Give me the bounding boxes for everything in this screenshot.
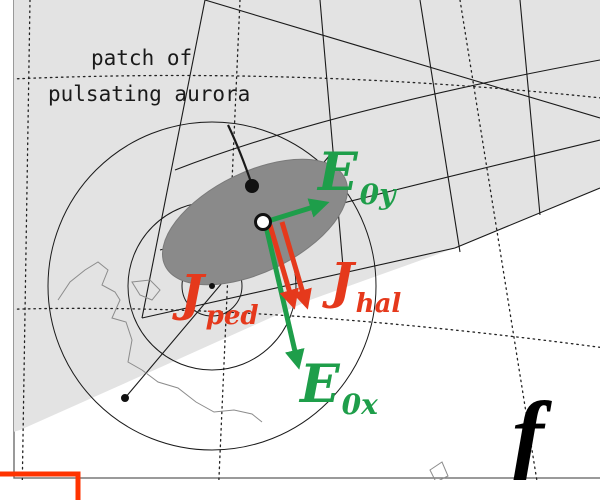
e0x-label: E0x: [298, 354, 378, 421]
e0y-label-main: E: [316, 142, 359, 203]
jped-label-sub: ped: [206, 301, 259, 331]
e0y-label-sub: 0y: [360, 178, 397, 211]
jped-arrow: [267, 224, 299, 310]
latitude-line-dotted: [14, 74, 600, 99]
coastline: [57, 261, 449, 480]
station-marker: [209, 283, 215, 289]
frame-corner-mark: [0, 471, 81, 500]
annotation-line2: pulsating aurora: [48, 82, 250, 106]
annotation-line1: patch of: [91, 46, 192, 70]
range-circle-outer: [47, 121, 377, 451]
longitude-line-dotted: [21, 0, 31, 480]
observation-point: [254, 213, 272, 231]
e0x-label-main: E: [298, 354, 341, 415]
e0y-label: E0y: [316, 142, 397, 211]
longitude-line-dotted: [459, 0, 538, 480]
jhal-label-sub: hal: [356, 289, 402, 319]
latitude-line-dotted: [14, 307, 600, 348]
annotation-pointer-dot: [245, 179, 259, 193]
e0y-arrow: [264, 198, 330, 225]
jhal-arrow: [279, 221, 312, 310]
station-marker: [121, 394, 129, 402]
annotation-pointer: [227, 124, 254, 186]
longitude-line-dotted: [218, 0, 241, 480]
e0x-label-sub: 0x: [342, 388, 378, 421]
